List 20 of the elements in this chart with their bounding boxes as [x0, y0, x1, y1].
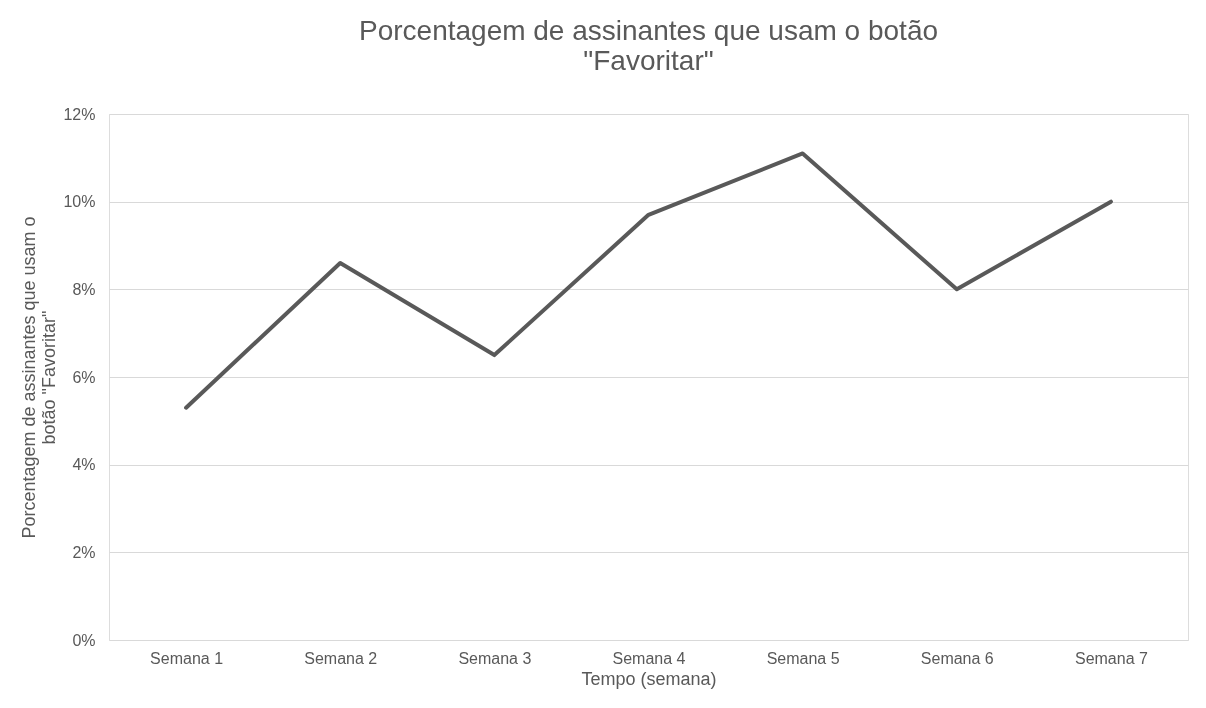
x-tick-label: Semana 2	[304, 649, 378, 667]
x-tick-label: Semana 7	[1074, 649, 1148, 667]
y-tick-label: 10%	[63, 193, 96, 211]
y-tick-label: 8%	[72, 280, 96, 298]
y-tick-label: 4%	[72, 456, 96, 474]
text: Porcentagem de assinantes que usam o	[19, 216, 40, 539]
x-tick-label: Semana 3	[458, 649, 532, 667]
y-tick-label: 6%	[72, 368, 96, 386]
text: botão "Favoritar"	[39, 310, 60, 445]
x-axis-title: Tempo (semana)	[581, 668, 717, 689]
x-tick-label: Semana 4	[612, 649, 686, 667]
text: "Favoritar"	[583, 45, 714, 76]
line-series	[184, 151, 1113, 410]
text: Porcentagem de assinantes que usam o botão	[358, 15, 939, 46]
y-tick-label: 2%	[72, 543, 96, 561]
y-tick-label: 12%	[63, 105, 96, 123]
y-tick-label: 0%	[72, 631, 96, 649]
x-tick-label: Semana 5	[766, 649, 840, 667]
x-tick-label: Semana 1	[150, 649, 224, 667]
x-tick-label: Semana 6	[920, 649, 994, 667]
